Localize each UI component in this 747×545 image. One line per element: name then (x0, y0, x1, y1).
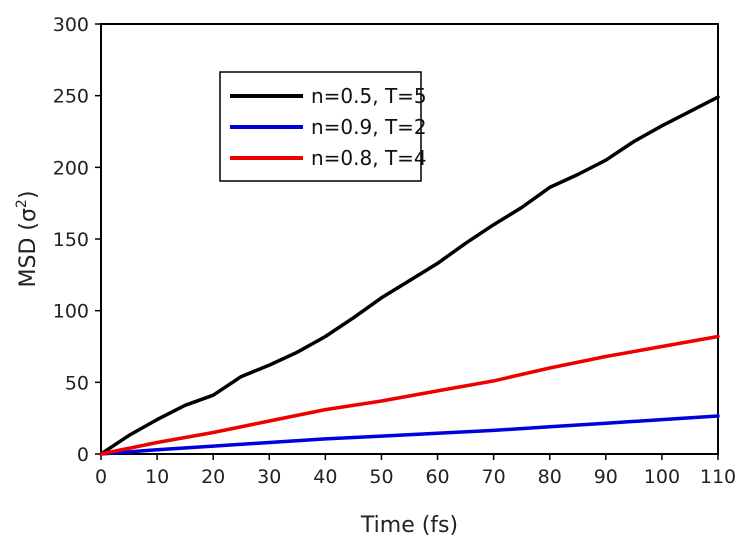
series-lines (99, 95, 720, 456)
legend-label-3: n=0.8, T=4 (311, 146, 427, 170)
x-tick-label: 100 (644, 466, 680, 488)
x-tick-label: 90 (594, 466, 618, 488)
x-tick-label: 40 (313, 466, 337, 488)
y-tick-label: 100 (53, 301, 89, 323)
x-tick-label: 80 (538, 466, 562, 488)
x-axis-title: Time (fs) (360, 513, 458, 538)
y-tick-label: 200 (53, 157, 89, 179)
series-line-1 (99, 95, 720, 456)
x-tick-label: 60 (425, 466, 449, 488)
legend-label-1: n=0.5, T=5 (311, 84, 427, 108)
series-line-3 (99, 334, 720, 456)
x-tick-label: 70 (482, 466, 506, 488)
legend: n=0.5, T=5 n=0.9, T=2 n=0.8, T=4 (219, 71, 427, 182)
x-tick-label: 50 (369, 466, 393, 488)
y-tick-label: 250 (53, 86, 89, 108)
x-tick-label: 30 (257, 466, 281, 488)
y-tick-label: 0 (77, 444, 89, 466)
y-axis-title: MSD (σ2) (14, 191, 41, 288)
y-tick-label: 50 (65, 372, 89, 394)
series-line-2 (99, 414, 720, 456)
y-axis-ticks: 0 50 100 150 200 250 300 (53, 14, 101, 466)
x-tick-label: 10 (145, 466, 169, 488)
x-tick-label: 0 (95, 466, 107, 488)
x-tick-label: 20 (201, 466, 225, 488)
y-tick-label: 300 (53, 14, 89, 36)
y-tick-label: 150 (53, 229, 89, 251)
legend-label-2: n=0.9, T=2 (311, 115, 427, 139)
x-axis-ticks: 0 10 20 30 40 50 60 70 80 90 100 110 (95, 454, 736, 488)
x-tick-label: 110 (700, 466, 736, 488)
